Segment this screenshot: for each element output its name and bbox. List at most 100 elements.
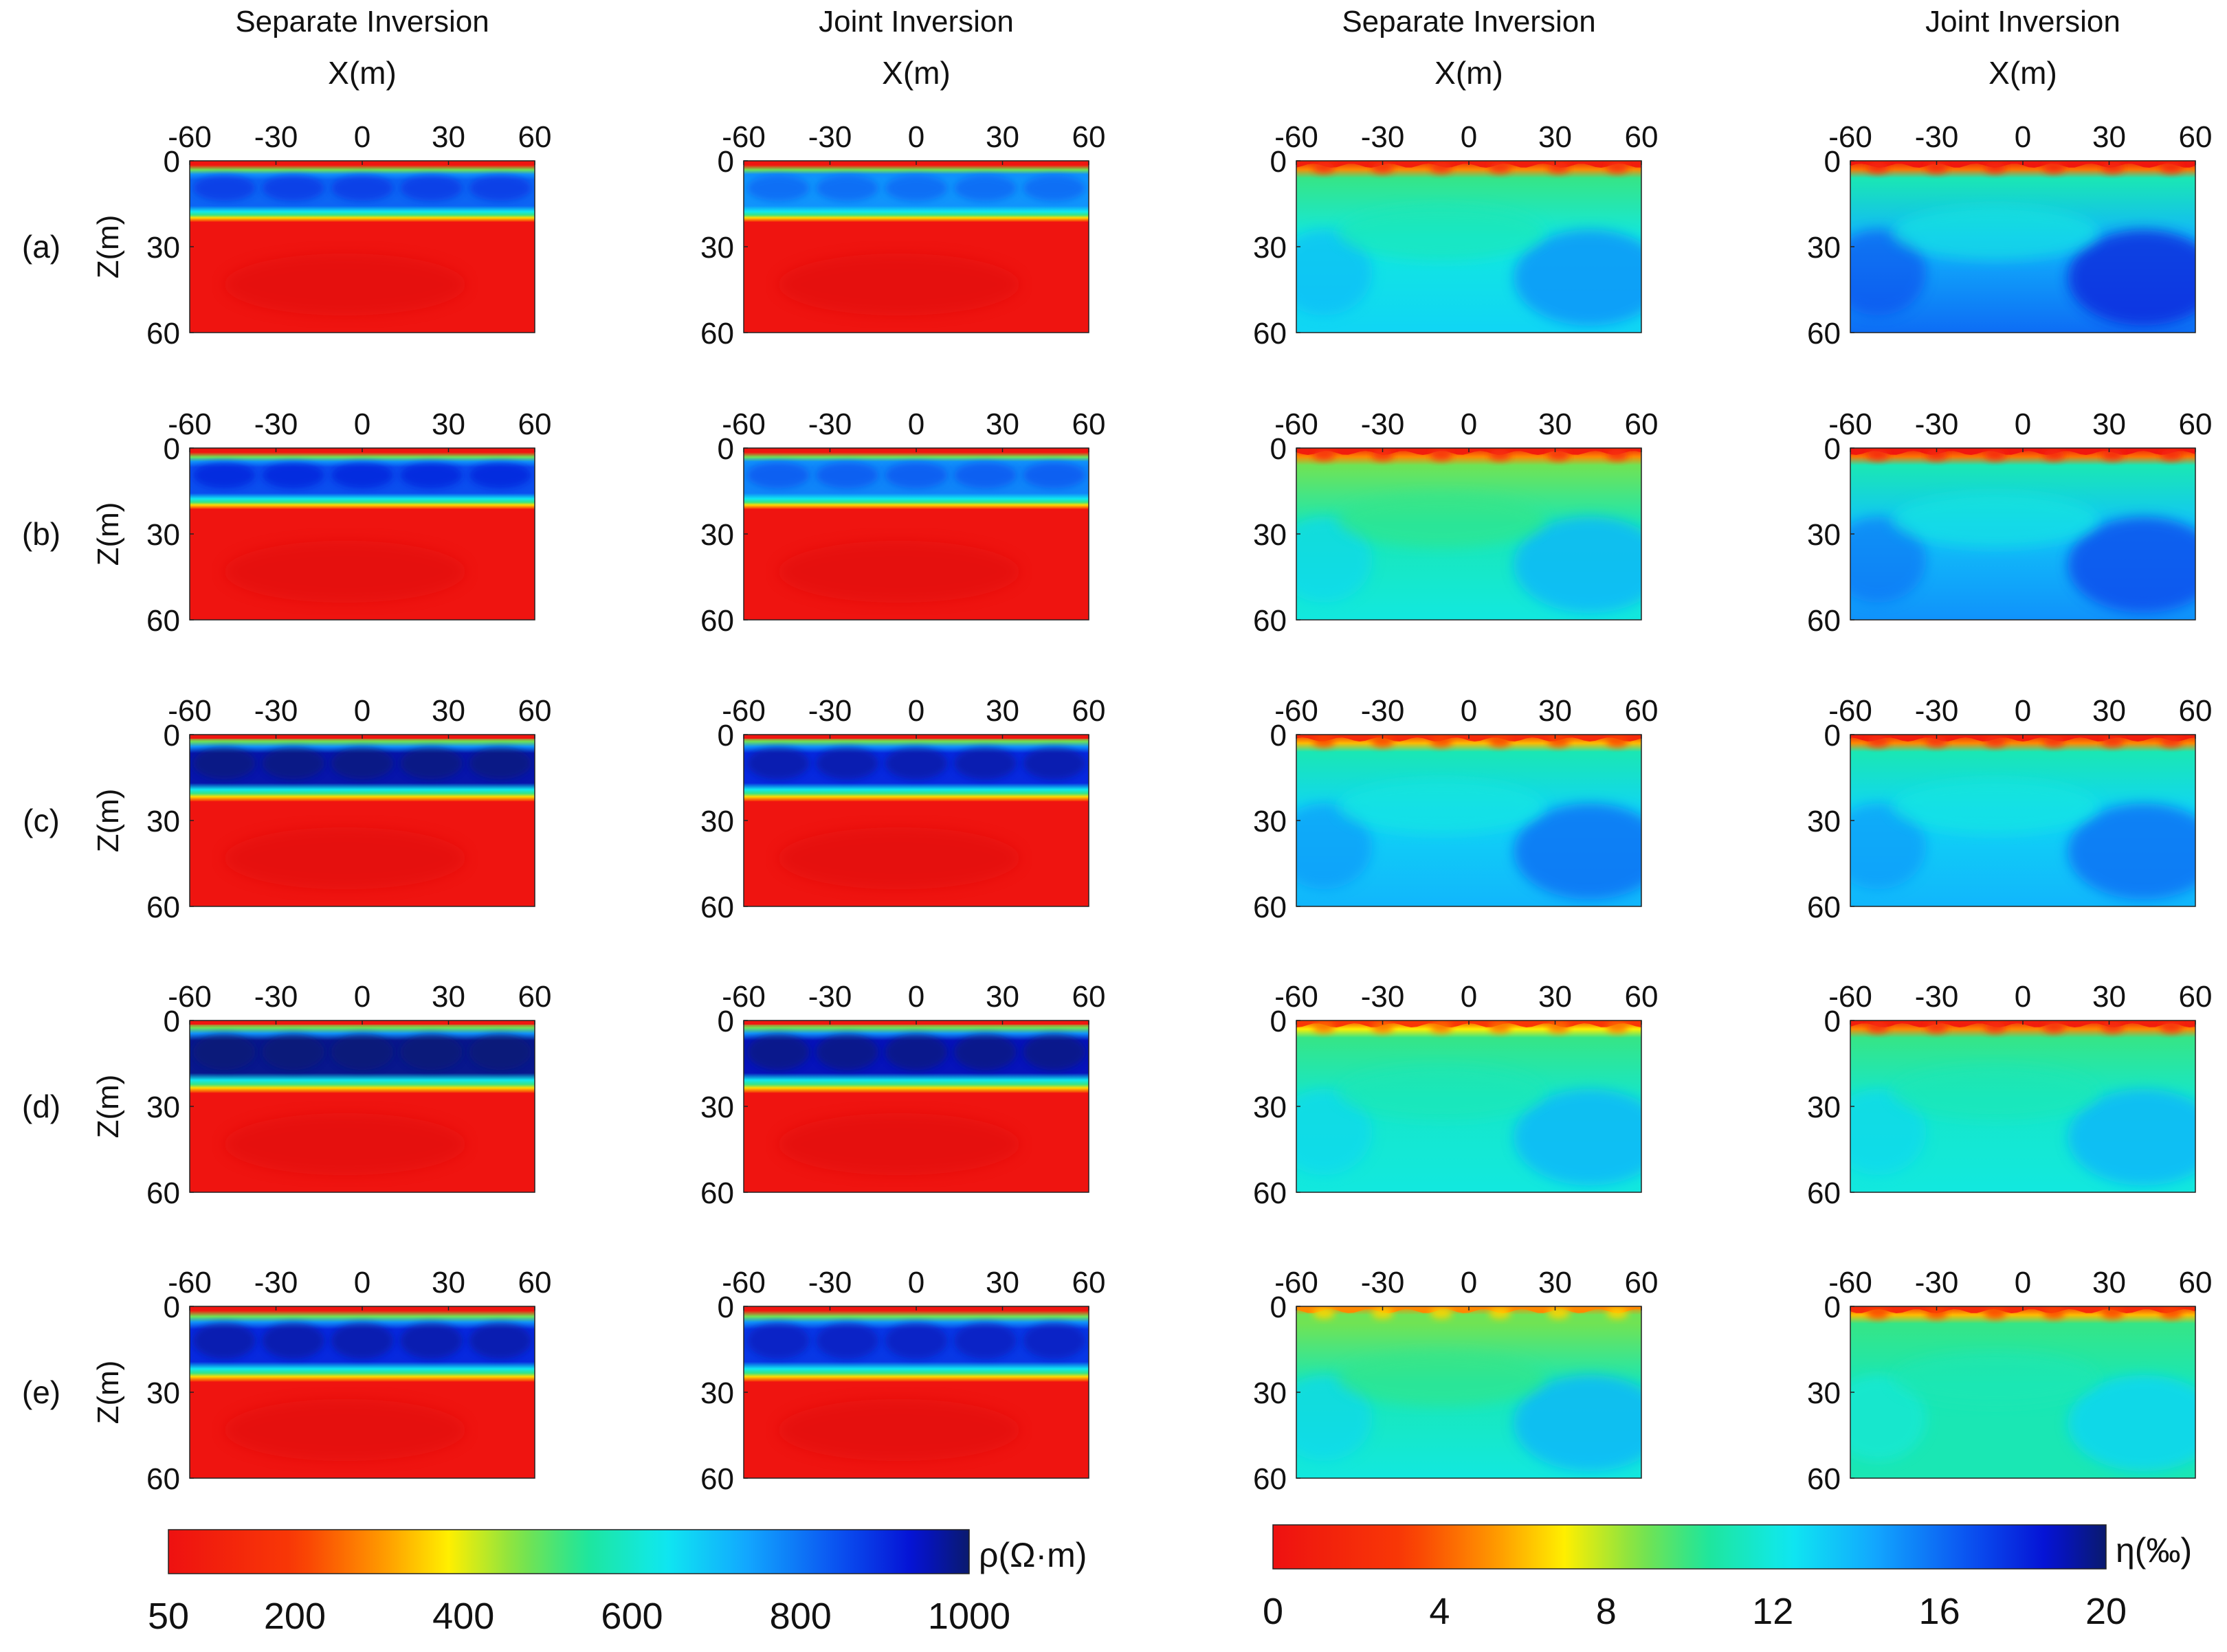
x-tick-label: 30: [432, 120, 465, 154]
y-tick-label: 30: [1253, 805, 1287, 838]
y-tick-label: 0: [1824, 1291, 1841, 1324]
panel-b-2: -60 -30 0 30 60 0 30 60: [1253, 408, 1659, 638]
x-tick-label: 60: [1072, 980, 1106, 1014]
x-tick-label: -30: [808, 408, 852, 441]
x-tick-label: 60: [518, 120, 552, 154]
x-tick-label: 60: [1625, 408, 1659, 441]
x-tick-label: 60: [1072, 120, 1106, 154]
y-tick-label: 0: [164, 432, 180, 466]
column-title: Joint Inversion: [819, 5, 1014, 38]
panel-a-2: -60 -30 0 30 60 0 30 60: [1253, 120, 1658, 350]
x-tick-label: 60: [1072, 408, 1106, 441]
y-tick-label: 30: [700, 805, 734, 838]
x-tick-label: -30: [1915, 408, 1959, 441]
y-tick-label: 0: [1824, 719, 1841, 752]
x-tick-label: 30: [986, 120, 1019, 154]
y-tick-label: 60: [1807, 604, 1841, 638]
panel-b-3: -60 -30 0 30 60 0 30 60: [1807, 408, 2212, 638]
y-tick-label: 30: [146, 805, 180, 838]
y-tick-label: 60: [700, 1176, 734, 1210]
colorbar-gradient: [1272, 1524, 2107, 1570]
x-tick-label: 60: [1625, 1266, 1659, 1299]
x-tick-label: 0: [354, 408, 370, 441]
row-label: (e): [22, 1374, 60, 1410]
x-tick-label: -30: [1915, 120, 1959, 154]
y-tick-label: 30: [1253, 1376, 1287, 1410]
x-tick-label: 0: [2015, 408, 2031, 441]
y-tick-label: 60: [1807, 891, 1841, 924]
y-tick-label: 0: [164, 145, 180, 179]
x-tick-label: 30: [1538, 694, 1572, 728]
x-tick-label: 0: [1461, 1266, 1477, 1299]
y-tick-label: 0: [1824, 432, 1841, 466]
x-tick-label: 60: [518, 694, 552, 728]
x-tick-label: -60: [1828, 980, 1872, 1014]
x-tick-label: -60: [1828, 694, 1872, 728]
y-tick-label: 60: [1253, 891, 1287, 924]
x-tick-label: -60: [1274, 408, 1318, 441]
y-tick-label: 30: [1253, 518, 1287, 552]
column-title: Joint Inversion: [1925, 5, 2120, 38]
column-titles: Separate Inversion X(m) Joint Inversion X(m…: [235, 5, 2120, 91]
y-tick-label: 0: [718, 1291, 734, 1324]
x-tick-label: -30: [254, 120, 298, 154]
y-axis-label: Z(m): [91, 502, 125, 566]
x-tick-label: -60: [1274, 120, 1318, 154]
x-tick-label: 30: [1538, 980, 1572, 1014]
x-tick-label: 30: [432, 408, 465, 441]
panel-d-2: -60 -30 0 30 60 0 30 60: [1253, 980, 1658, 1210]
x-tick-label: 30: [2092, 980, 2126, 1014]
colorbar-resistivity: ρ(Ω·m) 50 200 400 600 800 1000: [148, 1529, 1087, 1637]
x-tick-label: 30: [432, 980, 465, 1014]
x-tick-label: 30: [2092, 408, 2126, 441]
y-axis-label: Z(m): [91, 1075, 125, 1139]
x-tick-label: 60: [1625, 694, 1659, 728]
row-label: (a): [22, 229, 60, 265]
y-tick-label: 60: [1807, 1176, 1841, 1210]
x-axis-label: X(m): [328, 55, 397, 91]
x-tick-label: 0: [2015, 120, 2031, 154]
panel-e-3: -60 -30 0 30 60 0 30 60: [1807, 1266, 2212, 1496]
x-tick-label: -60: [1274, 1266, 1318, 1299]
x-tick-label: -30: [808, 694, 852, 728]
y-tick-label: 30: [1253, 1091, 1287, 1124]
y-tick-label: 0: [718, 719, 734, 752]
y-tick-label: 60: [146, 317, 180, 350]
colorbar-tick-label: 4: [1429, 1591, 1450, 1632]
x-tick-label: -30: [254, 408, 298, 441]
x-tick-label: 30: [1538, 1266, 1572, 1299]
x-tick-label: 0: [908, 1266, 924, 1299]
x-tick-label: -60: [722, 408, 766, 441]
x-tick-label: -30: [1361, 694, 1405, 728]
y-tick-label: 0: [1270, 145, 1287, 179]
x-tick-label: -60: [168, 980, 212, 1014]
x-tick-label: -60: [168, 408, 212, 441]
colorbar-tick-label: 1000: [928, 1596, 1010, 1637]
y-tick-label: 0: [1824, 145, 1841, 179]
x-tick-label: 60: [518, 980, 552, 1014]
colorbar-gradient: [168, 1529, 970, 1574]
colorbar-tick-label: 50: [148, 1596, 189, 1637]
x-tick-label: -30: [254, 980, 298, 1014]
y-tick-label: 60: [700, 1462, 734, 1496]
colorbar-tick-label: 0: [1263, 1591, 1283, 1632]
y-tick-label: 0: [718, 145, 734, 179]
y-tick-label: 0: [164, 1291, 180, 1324]
y-tick-label: 0: [1270, 719, 1287, 752]
colorbar-tick-label: 8: [1596, 1591, 1617, 1632]
row-labels: (a) Z(m) (b) Z(m) (c) Z(m) (d) Z(m) (e) Z(m): [22, 215, 125, 1425]
x-axis-label: X(m): [882, 55, 951, 91]
x-tick-label: 0: [908, 980, 924, 1014]
x-tick-label: -30: [1361, 1266, 1405, 1299]
panel-b-0: -60 -30 0 30 60 0 30 60: [146, 408, 551, 638]
x-tick-label: 0: [1461, 980, 1477, 1014]
panel-b-1: -60 -30 0 30 60 0 30 60: [700, 408, 1105, 638]
x-tick-label: -30: [1361, 120, 1405, 154]
y-tick-label: 0: [718, 1005, 734, 1038]
x-tick-label: -60: [168, 1266, 212, 1299]
x-tick-label: 30: [986, 980, 1019, 1014]
colorbar-polarizability: η(‰) 0 4 8 12 16 20: [1263, 1524, 2192, 1632]
x-tick-label: -30: [1915, 1266, 1959, 1299]
y-tick-label: 60: [146, 1176, 180, 1210]
y-tick-label: 60: [1807, 1462, 1841, 1496]
